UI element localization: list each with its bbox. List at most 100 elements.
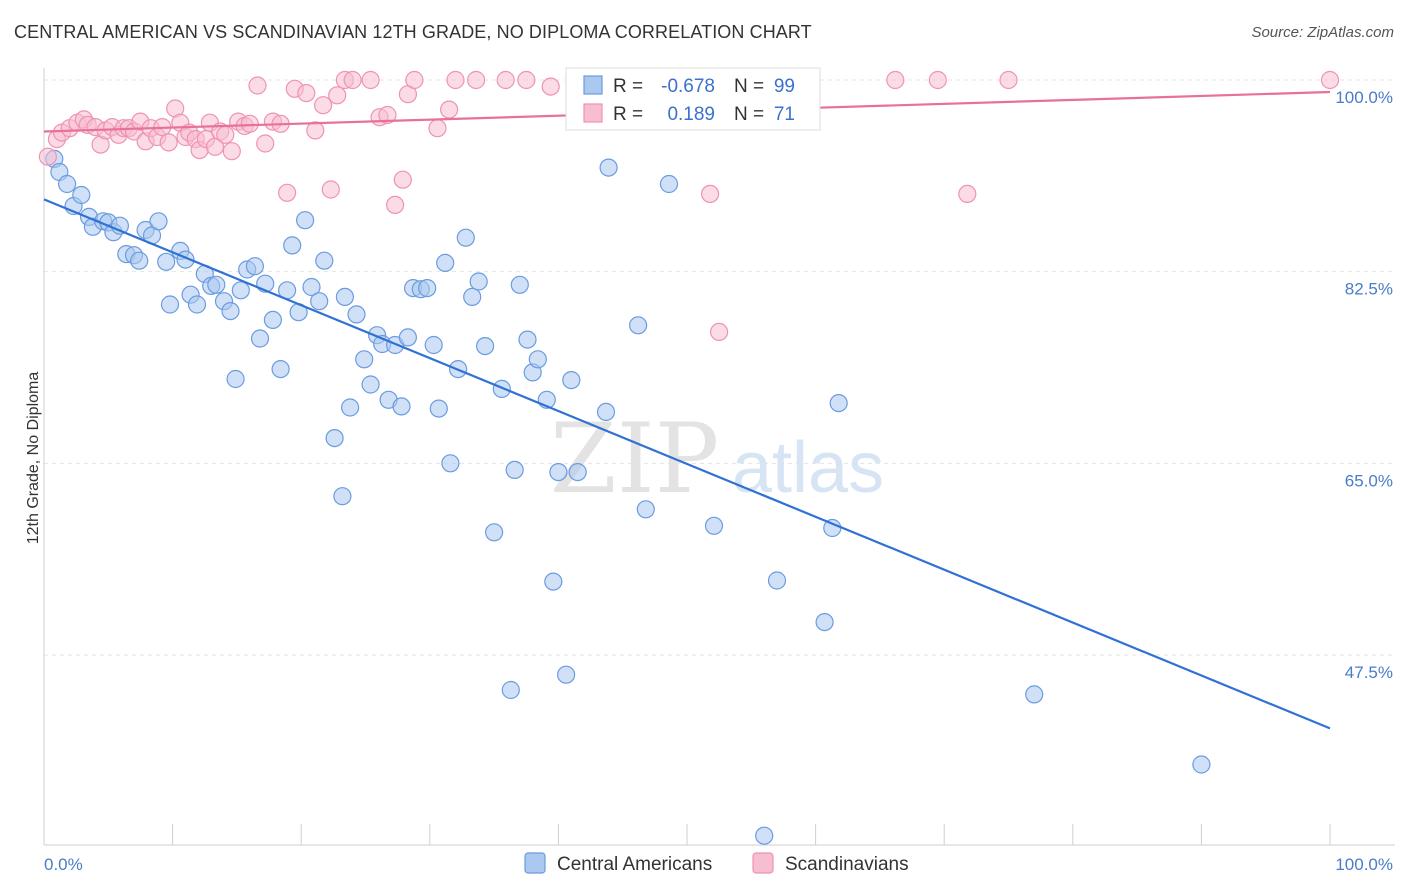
scandinavian-point bbox=[240, 114, 259, 133]
central-american-point bbox=[829, 394, 848, 413]
scandinavian-point bbox=[159, 133, 178, 152]
y-tick-label: 65.0% bbox=[1345, 471, 1393, 490]
x-tick-label-left: 0.0% bbox=[44, 855, 83, 874]
central-american-point bbox=[160, 295, 180, 314]
scandinavian-point bbox=[222, 142, 241, 161]
central-american-point bbox=[628, 316, 648, 335]
central-american-point bbox=[263, 310, 282, 329]
central-american-point bbox=[333, 487, 352, 506]
central-american-point bbox=[518, 330, 537, 349]
chart-title: CENTRAL AMERICAN VS SCANDINAVIAN 12TH GR… bbox=[14, 22, 812, 42]
central-american-point bbox=[501, 680, 520, 700]
central-american-point bbox=[562, 371, 581, 390]
central-american-point bbox=[767, 571, 787, 590]
central-american-point bbox=[231, 281, 250, 300]
central-american-point bbox=[755, 826, 774, 845]
central-american-point bbox=[245, 257, 264, 276]
central-american-point bbox=[157, 252, 176, 271]
watermark-atlas: atlas bbox=[732, 428, 884, 508]
legend-scand-r-label: R = bbox=[613, 104, 643, 125]
central-american-point bbox=[815, 612, 834, 632]
scandinavian-point bbox=[314, 96, 333, 115]
central-american-point bbox=[485, 523, 504, 542]
bottom-legend-scand-label: Scandinavians bbox=[785, 854, 909, 875]
y-tick-label: 100.0% bbox=[1335, 88, 1393, 107]
central-american-point bbox=[441, 454, 460, 473]
scandinavian-point bbox=[405, 70, 424, 90]
zipatlas-watermark: ZIP atlas bbox=[550, 403, 884, 515]
scandinavian-point bbox=[361, 70, 380, 90]
series-legend: Central Americans Scandinavians bbox=[524, 852, 909, 875]
stats-legend: R = -0.678 N = 99 R = 0.189 N = 71 bbox=[565, 67, 821, 131]
central-american-point bbox=[187, 295, 207, 314]
scandinavian-point bbox=[38, 147, 58, 166]
scandinavian-point bbox=[306, 121, 325, 140]
scandinavian-point bbox=[1320, 70, 1340, 90]
scandinavian-point bbox=[541, 77, 560, 96]
scandinavian-point bbox=[440, 100, 459, 119]
watermark-zip: ZIP bbox=[550, 403, 719, 515]
central-american-point bbox=[636, 500, 655, 519]
axes bbox=[43, 68, 1395, 846]
y-axis-title: 12th Grade, No Diploma bbox=[25, 372, 42, 545]
central-american-point bbox=[398, 328, 417, 347]
bottom-legend-swatch-central bbox=[524, 852, 546, 874]
central-american-point bbox=[704, 516, 724, 535]
central-american-point bbox=[325, 429, 344, 448]
tick-labels: 100.0% 82.5% 65.0% 47.5% 0.0% 100.0% bbox=[44, 88, 1393, 874]
central-american-point bbox=[226, 369, 245, 389]
scandinavian-point bbox=[248, 76, 267, 95]
central-american-point bbox=[418, 279, 437, 298]
central-american-point bbox=[271, 360, 290, 379]
central-american-point bbox=[476, 337, 495, 356]
scandinavian-point bbox=[328, 86, 347, 105]
legend-swatch-central bbox=[583, 75, 603, 95]
central-american-point bbox=[355, 350, 374, 369]
central-american-point bbox=[207, 275, 226, 294]
x-tick-label-right: 100.0% bbox=[1335, 855, 1393, 874]
central-american-point bbox=[72, 185, 91, 205]
central-american-point bbox=[429, 399, 448, 418]
bottom-legend-swatch-scand bbox=[752, 852, 774, 874]
central-american-point bbox=[556, 665, 576, 684]
central-american-point bbox=[296, 211, 315, 230]
scandinavians-points bbox=[38, 70, 1340, 341]
scandinavian-point bbox=[517, 70, 536, 90]
central-americans-points bbox=[45, 70, 1211, 845]
central-american-point bbox=[568, 463, 587, 482]
legend-swatch-scand bbox=[583, 103, 603, 123]
central-american-point bbox=[544, 572, 563, 591]
scandinavian-point bbox=[886, 70, 905, 90]
central-american-point bbox=[469, 272, 488, 291]
central-american-point bbox=[549, 463, 568, 482]
scandinavian-point bbox=[700, 184, 720, 203]
scandinavian-point bbox=[446, 70, 465, 90]
central-american-point bbox=[347, 305, 366, 324]
central-american-point bbox=[310, 292, 329, 311]
central-american-point bbox=[505, 460, 524, 479]
legend-central-r-value: -0.678 bbox=[661, 76, 715, 97]
legend-frame bbox=[565, 67, 821, 131]
central-american-point bbox=[596, 402, 616, 421]
central-american-point bbox=[599, 158, 618, 177]
scandinavian-point bbox=[216, 125, 235, 144]
central-american-point bbox=[283, 236, 302, 255]
central-american-point bbox=[463, 287, 482, 306]
scandinavian-point bbox=[278, 183, 297, 202]
legend-scand-r-value: 0.189 bbox=[667, 104, 715, 125]
scandinavian-point bbox=[999, 70, 1018, 90]
source-label: Source: ZipAtlas.com bbox=[1251, 24, 1394, 41]
central-american-point bbox=[510, 275, 529, 294]
central-american-point bbox=[424, 335, 443, 355]
scandinavian-point bbox=[467, 70, 486, 90]
central-american-point bbox=[130, 251, 149, 270]
central-american-point bbox=[57, 174, 77, 194]
scandinavian-point bbox=[709, 322, 729, 341]
scandinavian-point bbox=[928, 70, 947, 90]
central-american-point bbox=[335, 287, 354, 306]
grid-lines bbox=[44, 79, 1395, 656]
scandinavian-point bbox=[958, 184, 977, 203]
scandinavian-point bbox=[321, 180, 340, 199]
scandinavian-point bbox=[297, 83, 316, 103]
